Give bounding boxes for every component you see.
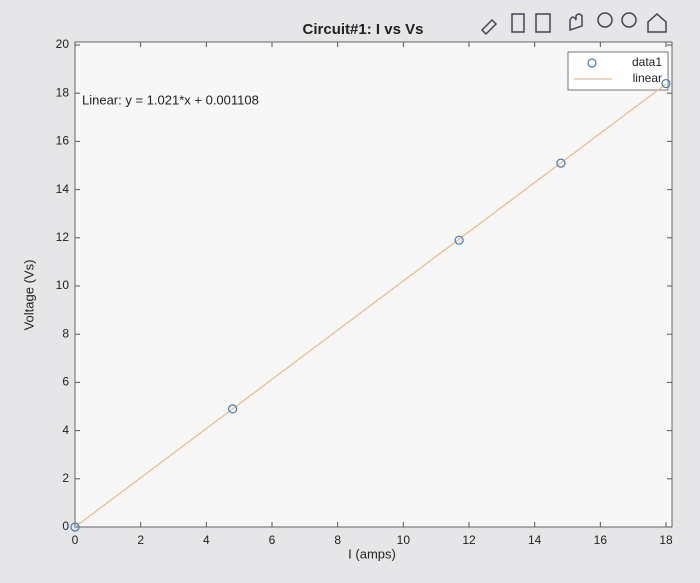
- y-tick-label: 16: [56, 134, 70, 148]
- y-tick-label: 2: [62, 471, 69, 485]
- y-tick-label: 0: [62, 519, 69, 533]
- fit-line: [75, 83, 667, 527]
- x-tick-label: 6: [269, 533, 276, 547]
- legend-icon[interactable]: [535, 13, 551, 33]
- zoom-out-icon[interactable]: [621, 12, 637, 28]
- home-icon[interactable]: [647, 12, 667, 33]
- legend-box: [567, 51, 669, 91]
- fit-annotation: Linear: y = 1.021*x + 0.001108: [82, 92, 259, 107]
- y-tick-label: 6: [62, 375, 69, 389]
- x-tick-label: 12: [462, 533, 476, 547]
- data-point: [556, 158, 566, 168]
- y-tick-label: 10: [56, 278, 70, 292]
- y-axis-label: Voltage (Vs): [21, 260, 36, 331]
- x-tick-label: 14: [528, 533, 542, 547]
- y-tick-label: 12: [56, 230, 70, 244]
- data-point: [454, 235, 464, 245]
- legend-label: data1: [632, 55, 662, 69]
- y-tick-label: 18: [56, 85, 70, 99]
- x-tick-label: 10: [397, 533, 411, 547]
- legend-marker: [587, 58, 597, 68]
- axes-box: [74, 41, 673, 528]
- brush-icon[interactable]: [480, 18, 498, 36]
- data-point: [661, 78, 671, 89]
- chart-title: Circuit#1: I vs Vs: [303, 21, 424, 38]
- x-tick-label: 16: [594, 533, 608, 547]
- legend: data1 linear: [567, 51, 669, 91]
- data-tip-icon[interactable]: [511, 13, 525, 33]
- y-tick-label: 4: [62, 423, 69, 437]
- pan-icon[interactable]: [569, 13, 583, 32]
- x-axis-label: I (amps): [348, 546, 396, 561]
- y-tick-label: 8: [62, 326, 69, 340]
- x-tick-label: 2: [137, 533, 144, 547]
- toolbar: [480, 12, 667, 36]
- x-tick-label: 4: [203, 533, 210, 547]
- data-point: [228, 404, 238, 414]
- zoom-in-icon[interactable]: [597, 12, 613, 28]
- data-point: [70, 522, 80, 532]
- y-tick-label: 14: [56, 182, 70, 196]
- x-tick-label: 8: [334, 533, 341, 547]
- legend-label: linear: [633, 71, 662, 85]
- y-tick-label: 20: [56, 37, 70, 51]
- x-tick-label: 18: [659, 533, 673, 547]
- x-tick-label: 0: [72, 533, 79, 547]
